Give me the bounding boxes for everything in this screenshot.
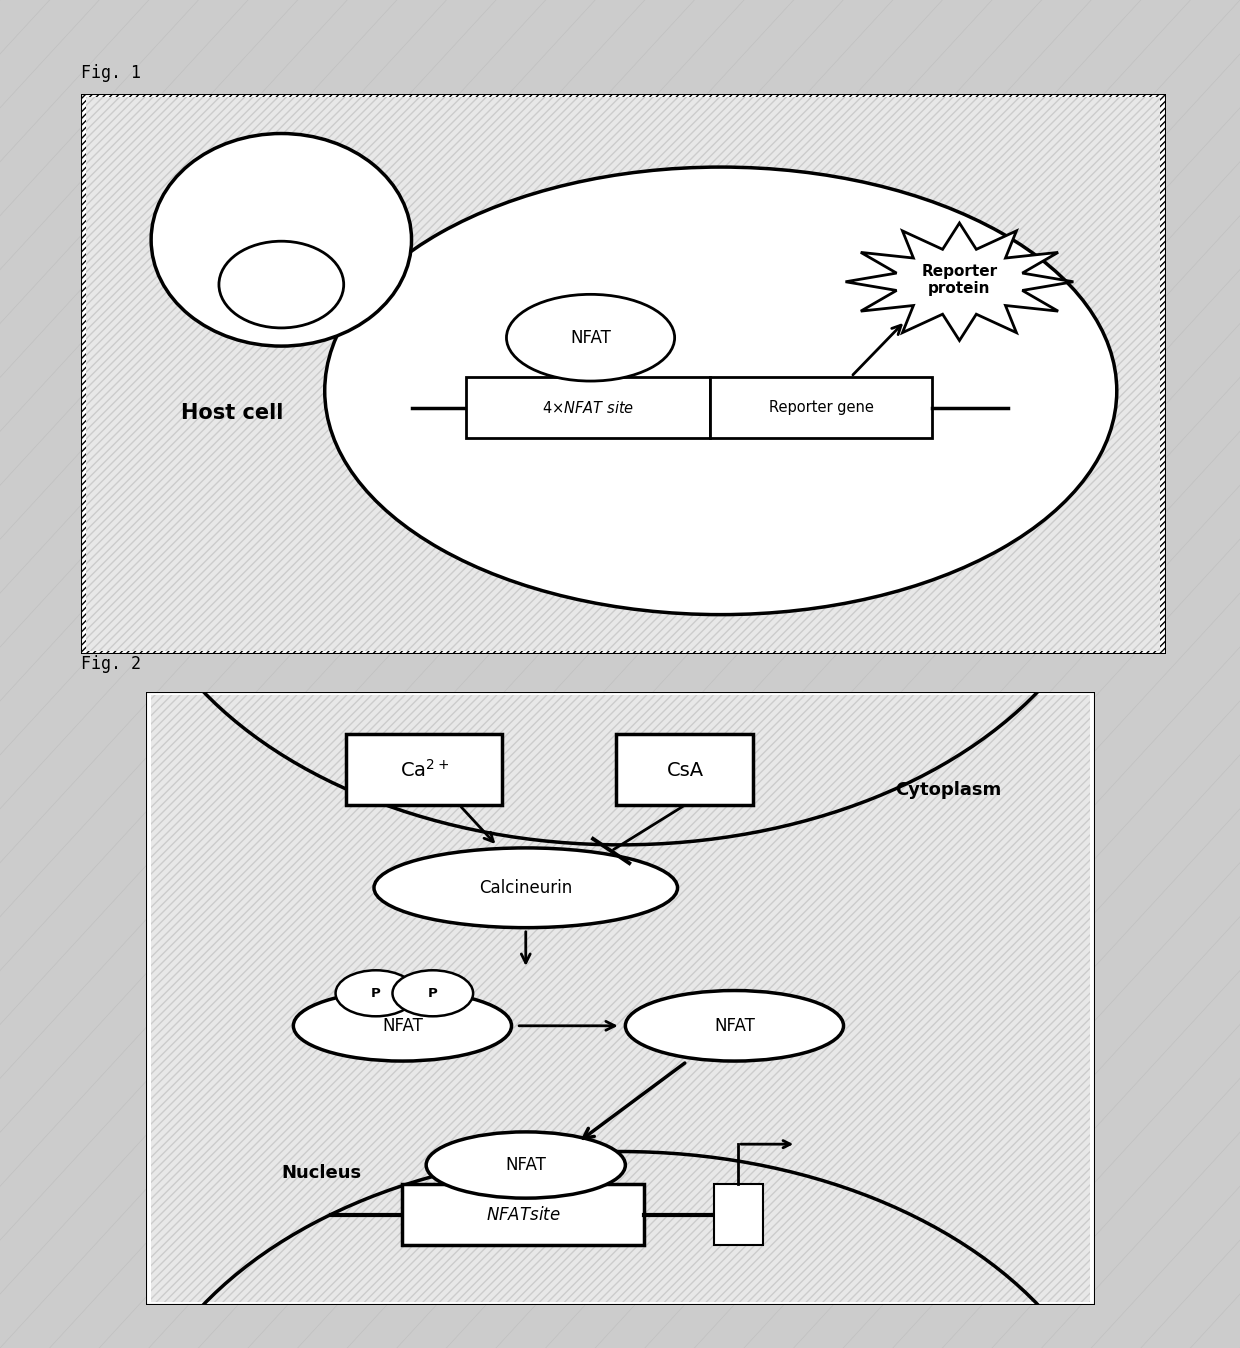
FancyBboxPatch shape	[346, 735, 502, 805]
Ellipse shape	[151, 133, 412, 346]
Ellipse shape	[325, 167, 1117, 615]
Ellipse shape	[506, 294, 675, 381]
Text: Host cell: Host cell	[181, 403, 284, 423]
Text: Reporter gene: Reporter gene	[769, 400, 874, 415]
Text: Reporter
protein: Reporter protein	[921, 264, 997, 297]
FancyBboxPatch shape	[81, 94, 1166, 654]
Text: P: P	[428, 987, 438, 1000]
Text: Ca$^{2+}$: Ca$^{2+}$	[399, 759, 449, 780]
FancyBboxPatch shape	[616, 735, 754, 805]
Text: Fig. 2: Fig. 2	[81, 655, 140, 673]
Text: Fig. 1: Fig. 1	[81, 65, 140, 82]
Text: NFAT: NFAT	[570, 329, 611, 346]
Text: Calcineurin: Calcineurin	[479, 879, 573, 896]
Ellipse shape	[336, 971, 417, 1016]
Text: NFAT: NFAT	[714, 1016, 755, 1035]
FancyBboxPatch shape	[713, 1184, 763, 1246]
FancyBboxPatch shape	[146, 692, 1095, 1305]
Text: 4$\times$$\it{NFAT}$ $\it{site}$: 4$\times$$\it{NFAT}$ $\it{site}$	[542, 399, 635, 415]
Text: Nucleus: Nucleus	[281, 1163, 362, 1182]
Text: NFAT: NFAT	[506, 1157, 546, 1174]
Ellipse shape	[393, 971, 474, 1016]
Ellipse shape	[294, 991, 512, 1061]
FancyBboxPatch shape	[709, 377, 932, 438]
Ellipse shape	[427, 1132, 625, 1198]
FancyBboxPatch shape	[466, 377, 709, 438]
Ellipse shape	[625, 991, 843, 1061]
Polygon shape	[846, 222, 1074, 341]
Text: CsA: CsA	[667, 760, 703, 779]
Text: Cytoplasm: Cytoplasm	[895, 780, 1001, 798]
Ellipse shape	[219, 241, 343, 328]
Text: P: P	[371, 987, 381, 1000]
Text: $\it{NFAT site}$: $\it{NFAT site}$	[486, 1205, 562, 1224]
Text: NFAT: NFAT	[382, 1016, 423, 1035]
Ellipse shape	[374, 848, 677, 927]
FancyBboxPatch shape	[403, 1184, 645, 1246]
